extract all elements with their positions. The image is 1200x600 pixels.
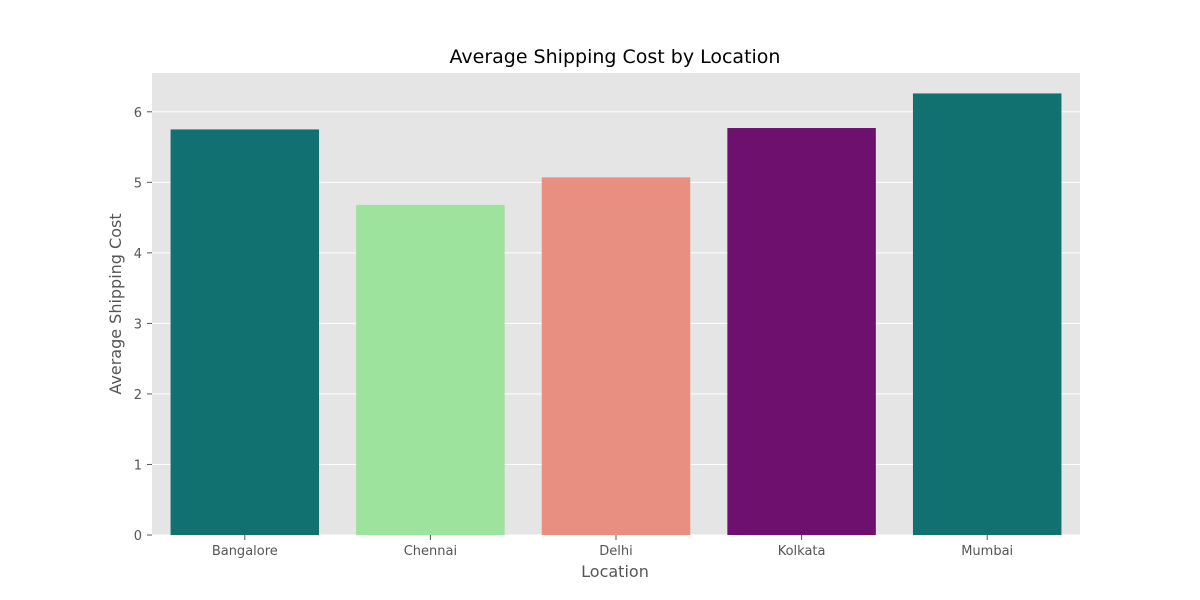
y-tick-label: 6 — [134, 106, 142, 121]
y-tick-label: 3 — [134, 317, 142, 332]
x-axis: Bangalore Chennai Delhi Kolkata Mumbai — [212, 535, 1013, 559]
y-axis: 0 1 2 3 4 5 6 — [134, 106, 152, 544]
bar-delhi — [541, 177, 691, 535]
x-tick-label: Delhi — [599, 544, 632, 559]
x-tick-label: Kolkata — [778, 544, 826, 559]
bar-bangalore — [170, 129, 320, 535]
y-tick-label: 0 — [134, 529, 142, 544]
bar-chennai — [356, 204, 505, 535]
chart-title: Average Shipping Cost by Location — [450, 46, 781, 68]
y-tick-label: 2 — [134, 388, 142, 403]
x-axis-label: Location — [581, 562, 649, 581]
bars — [170, 93, 1062, 536]
y-tick-label: 4 — [134, 247, 142, 262]
y-axis-label: Average Shipping Cost — [106, 213, 125, 394]
y-tick-label: 5 — [134, 176, 142, 191]
bar-kolkata — [727, 128, 876, 536]
x-tick-label: Bangalore — [212, 544, 278, 559]
x-tick-label: Chennai — [404, 544, 457, 559]
x-tick-label: Mumbai — [961, 544, 1013, 559]
bar-mumbai — [912, 93, 1062, 536]
y-tick-label: 1 — [134, 458, 142, 473]
